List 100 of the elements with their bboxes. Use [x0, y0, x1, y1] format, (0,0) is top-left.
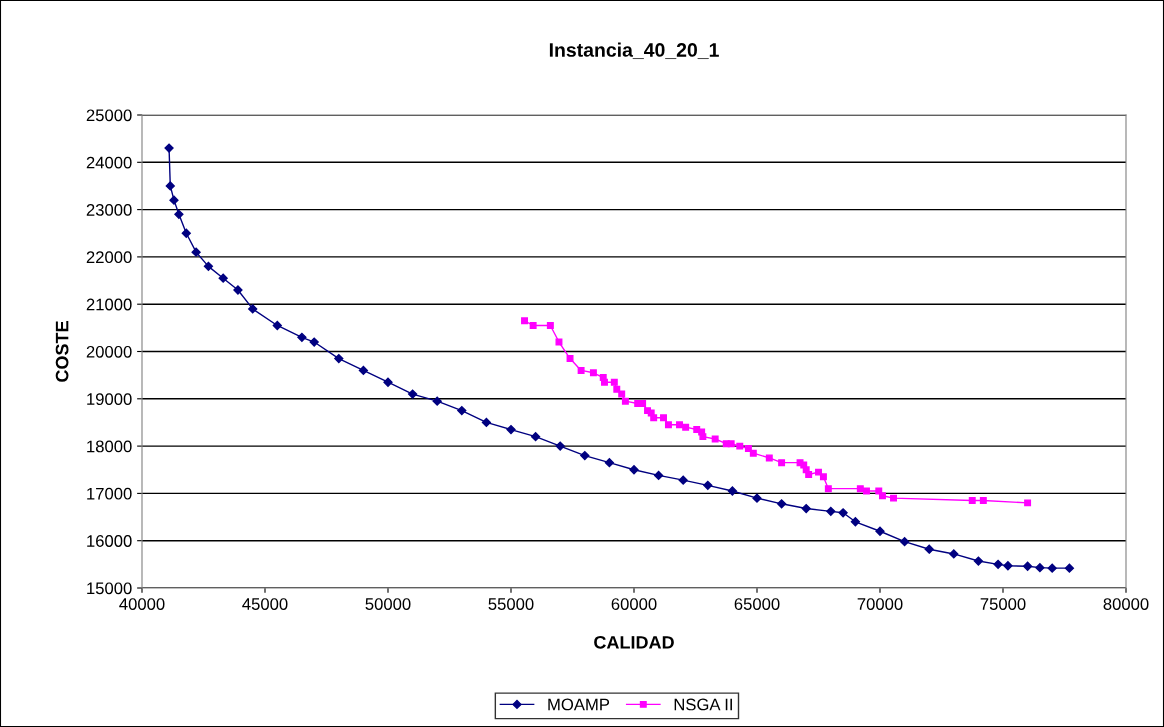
point: [727, 486, 738, 496]
y-axis-title: COSTE: [55, 321, 69, 382]
point: [613, 385, 621, 393]
point: [875, 526, 885, 536]
point: [580, 450, 590, 461]
point: [164, 143, 174, 153]
point: [169, 195, 179, 205]
y-tick-label: 15000: [87, 582, 132, 595]
point: [819, 473, 827, 481]
y-tick-label: 25000: [86, 109, 132, 122]
point: [805, 471, 813, 478]
point: [218, 273, 228, 283]
point: [824, 485, 832, 493]
y-tick-label: 17000: [87, 487, 132, 500]
point: [749, 449, 757, 457]
point: [664, 421, 672, 429]
y-tick-label: 24000: [86, 156, 132, 169]
x-axis-title: CALIDAD: [594, 635, 674, 649]
point: [618, 390, 626, 398]
point: [650, 414, 658, 422]
legend-label: NSGA II: [674, 698, 732, 711]
point: [744, 444, 752, 452]
y-tick-label: 21000: [86, 298, 132, 311]
legend-label: MOAMP: [548, 698, 610, 711]
chart-title: Instancia_40_20_1: [549, 42, 719, 60]
point: [566, 355, 574, 363]
point: [358, 365, 369, 376]
point: [778, 459, 786, 467]
point: [949, 549, 959, 559]
point: [676, 421, 683, 429]
point: [181, 228, 191, 238]
point: [1035, 563, 1045, 573]
point: [752, 493, 762, 503]
point: [736, 442, 744, 450]
x-tick-label: 45000: [242, 598, 288, 610]
point: [457, 406, 467, 416]
point: [248, 304, 258, 314]
point: [856, 485, 864, 493]
point: [621, 397, 629, 405]
point: [660, 414, 667, 422]
point: [776, 499, 787, 509]
point: [862, 487, 870, 495]
point: [890, 494, 898, 502]
point: [297, 332, 307, 342]
point: [711, 435, 719, 443]
point: [165, 181, 175, 191]
x-tick-label: 40000: [119, 598, 165, 610]
y-tick-label: 18000: [87, 440, 132, 453]
point: [815, 468, 822, 476]
point: [838, 508, 848, 518]
point: [604, 458, 615, 468]
y-tick-label: 22000: [86, 251, 132, 264]
point: [309, 337, 319, 347]
point: [1064, 563, 1075, 573]
point: [973, 556, 984, 566]
point: [530, 432, 541, 442]
point: [826, 506, 836, 516]
x-tick-label: 50000: [365, 598, 411, 610]
point: [546, 322, 554, 329]
point: [801, 503, 811, 514]
x-tick-label: 60000: [611, 598, 657, 610]
y-tick-label: 19000: [87, 393, 132, 405]
point: [272, 320, 282, 331]
point: [529, 322, 537, 329]
x-tick-label: 65000: [734, 598, 780, 610]
point: [1022, 561, 1033, 571]
point: [334, 353, 344, 364]
point: [899, 537, 910, 547]
point: [629, 465, 639, 475]
point: [765, 454, 773, 462]
point: [878, 492, 886, 500]
point: [703, 480, 713, 490]
point: [1024, 499, 1032, 507]
x-tick-label: 55000: [488, 598, 534, 610]
point: [555, 338, 563, 346]
point: [481, 417, 492, 428]
point: [577, 366, 585, 374]
y-tick-label: 23000: [86, 204, 132, 216]
point: [1047, 563, 1057, 573]
point: [383, 377, 393, 387]
point: [203, 261, 214, 271]
point: [727, 440, 735, 448]
point: [432, 396, 442, 406]
x-tick-label: 70000: [857, 598, 903, 610]
point: [699, 433, 707, 441]
x-tick-label: 75000: [980, 598, 1026, 610]
point: [407, 389, 418, 399]
point: [174, 209, 184, 219]
point: [191, 247, 201, 257]
point: [555, 441, 565, 451]
point: [678, 475, 688, 485]
point: [993, 559, 1003, 569]
point: [1003, 561, 1013, 571]
point: [610, 378, 618, 386]
y-tick-label: 16000: [87, 535, 132, 547]
y-tick-label: 20000: [86, 345, 132, 358]
point: [521, 317, 529, 325]
point: [968, 497, 976, 504]
x-tick-label: 80000: [1103, 598, 1149, 610]
point: [601, 378, 608, 386]
